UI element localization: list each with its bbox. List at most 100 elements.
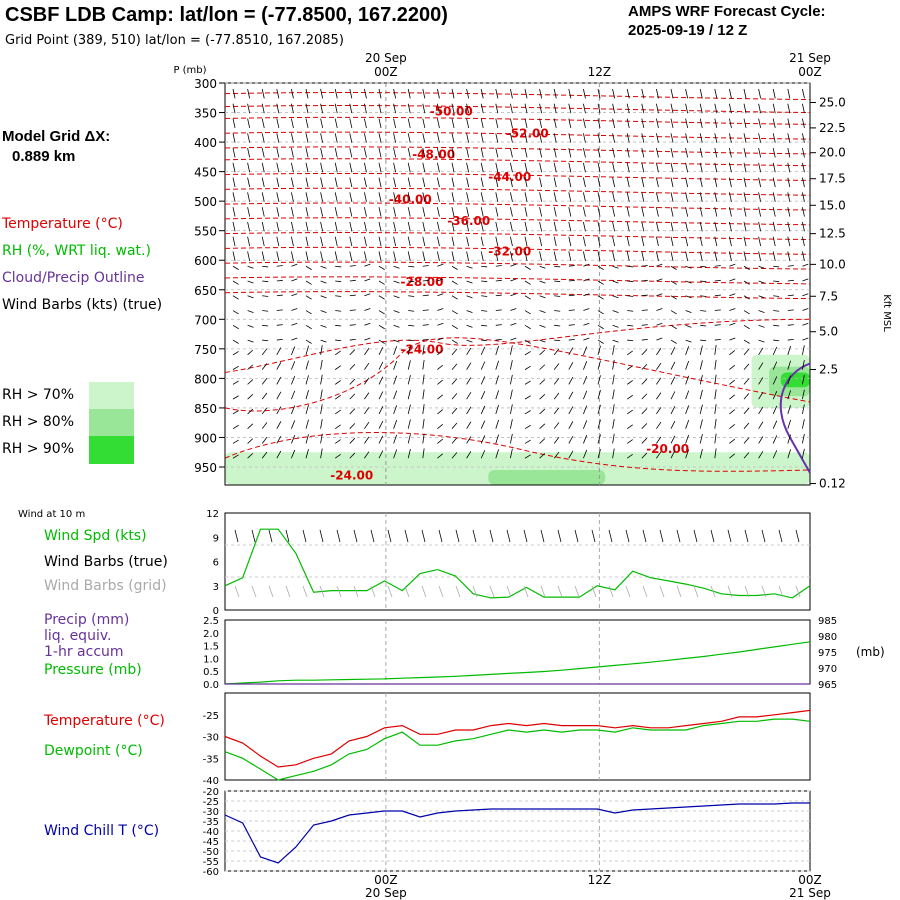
wind-grid-barb-9	[387, 585, 393, 598]
wind-barb-527	[335, 280, 342, 283]
wind-barb-377	[480, 221, 484, 232]
wind-barb-689	[364, 337, 371, 341]
wind-barb-644	[291, 322, 298, 326]
wind-barb-207	[334, 162, 338, 173]
wind-barb-740	[524, 351, 531, 356]
wind-barb-341	[539, 207, 543, 217]
rh80-swatch	[89, 409, 134, 437]
wind-barb-202	[261, 162, 265, 173]
wind-barb-158	[787, 133, 791, 143]
wind-barb-952	[699, 419, 703, 429]
wind-barb-392	[699, 221, 703, 232]
wind-barb-118	[787, 118, 791, 129]
wind-grid-barb-5	[319, 585, 325, 598]
wind-barb-454	[437, 251, 440, 261]
wind-barb-575	[451, 295, 458, 300]
wind-barb-878	[787, 390, 791, 400]
wind-barb-264	[583, 177, 586, 188]
wind-barb-230	[670, 162, 674, 173]
wind-barb-328	[349, 207, 353, 217]
wind-barb-56	[466, 103, 470, 114]
wind-barb-760	[232, 365, 239, 370]
wind-barb-832	[699, 375, 703, 385]
wind-barb-1020	[524, 454, 531, 459]
wind-barb-917	[772, 405, 778, 415]
wind-barb-1038	[787, 449, 791, 459]
wind-barb-95	[451, 118, 455, 129]
wind-barb-563	[276, 294, 283, 297]
wind-barb-114	[729, 118, 732, 129]
wind-barb-20	[524, 88, 528, 99]
wind-barb-316	[758, 192, 762, 202]
wind-barb-58	[495, 103, 499, 114]
wind-barb-435	[743, 236, 747, 247]
wind-barb-494	[437, 263, 444, 267]
wind-barb-551	[685, 280, 692, 284]
wind-barb-909	[656, 407, 662, 415]
wind-barb-904	[583, 405, 588, 415]
legend-rh: RH (%, WRT liq. wat.)	[2, 243, 151, 259]
wind-barb-962	[261, 437, 268, 444]
wind-barb-1035	[743, 452, 750, 459]
wind-barb-245	[305, 177, 309, 188]
wind-barb-906	[612, 404, 615, 414]
temperature-contour-low-2	[224, 337, 811, 412]
top-date-left: 20 Sep	[365, 51, 407, 65]
wind-barb-885	[305, 404, 309, 415]
wind-barb-956	[758, 421, 764, 429]
windchill-panel-ytick-2: -30	[203, 807, 219, 818]
wind-barb-400	[232, 236, 236, 247]
wind-barb-193	[714, 147, 718, 158]
wind-barb-16	[466, 88, 470, 99]
wind-barb-502	[554, 265, 561, 268]
temperature-contour-label-6: -32.00	[488, 245, 531, 259]
wind-barb-298	[495, 192, 499, 202]
wind-barb-267	[626, 177, 630, 188]
temperature-contour-13	[224, 276, 811, 285]
wind-barb-859	[510, 389, 513, 400]
wind-barb-745	[597, 345, 601, 355]
wind-barb-914	[729, 409, 736, 415]
wind-barb-678	[787, 324, 794, 326]
wind-barb-706	[612, 339, 619, 343]
wind-barb-367	[334, 221, 338, 232]
wind-barb-273	[714, 177, 718, 188]
wind-barb-464	[583, 251, 586, 261]
wind-barb-967	[334, 439, 341, 444]
wind-barb-542	[554, 280, 561, 283]
wind-barb-472	[699, 251, 703, 261]
wind-barb-845	[305, 389, 309, 400]
wind-barb-360	[232, 221, 236, 232]
wind-barb-676	[758, 324, 765, 328]
wind-barb-5	[305, 88, 309, 99]
wind-barb-3	[276, 88, 280, 99]
wind-barb-34	[729, 88, 732, 99]
wind-barb-153	[714, 133, 718, 143]
wind-barb-262	[553, 177, 557, 188]
top-time-label-1: 12Z	[588, 65, 612, 79]
wind-barb-744	[583, 346, 588, 355]
wind-barb-627	[627, 310, 634, 312]
windchill-panel-ytick-1: -25	[203, 797, 219, 808]
wind-true-barb-21	[591, 529, 596, 543]
wind-barb-839	[802, 374, 805, 385]
wind-barb-883	[276, 406, 282, 415]
wind-barb-215	[451, 162, 455, 173]
wind-barb-516	[758, 265, 765, 269]
pressure-panel-ytick-0: 965	[818, 680, 837, 691]
legend-rh90-label: RH > 90%	[2, 441, 75, 457]
wind-barb-591	[685, 295, 692, 299]
temperature-contour-0	[224, 92, 811, 101]
wind-barb-200	[232, 162, 236, 173]
pressure-axis-label: P (mb)	[173, 65, 206, 76]
wind-barb-848	[349, 393, 356, 400]
wind-barb-965	[305, 434, 309, 444]
wind-barb-239	[802, 162, 805, 173]
wind-barb-442	[261, 251, 265, 261]
wind-barb-172	[407, 147, 411, 158]
wind-barb-73	[714, 103, 718, 114]
wind-barb-596	[758, 295, 765, 299]
wind-barb-524	[291, 278, 298, 282]
wind-barb-788	[641, 364, 648, 370]
wind-barb-451	[393, 251, 397, 261]
